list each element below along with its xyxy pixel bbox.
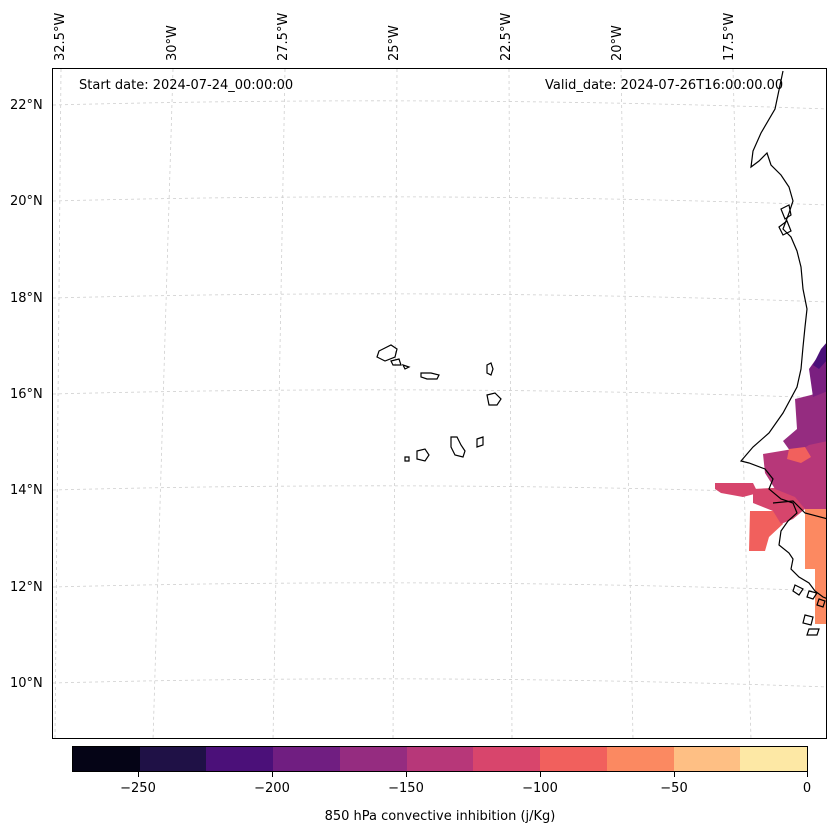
lat-label-10n: 10°N	[10, 676, 43, 691]
colorbar-tick-label: −50	[660, 781, 688, 796]
meridian-30w	[152, 69, 174, 738]
cape-verde-brava	[404, 456, 410, 462]
colorbar-segment	[540, 747, 607, 771]
parallel-16n	[53, 389, 826, 399]
map-canvas	[53, 69, 826, 738]
parallel-18n	[53, 293, 826, 303]
meridian-27-5w	[272, 69, 286, 738]
cape-verde-santa-luzia	[401, 363, 411, 370]
cin-region-rose-west	[715, 483, 758, 497]
meridian-22-5w	[508, 69, 513, 738]
meridian-20w	[620, 69, 634, 738]
colorbar-tick-label: 0	[802, 781, 812, 796]
cin-region-rose-east	[753, 487, 805, 524]
colorbar-segment	[273, 747, 340, 771]
coastline-western-sahara-islands	[778, 204, 792, 236]
cape-verde-sao-vicente	[390, 358, 402, 366]
meridian-32-5w	[54, 69, 62, 738]
colorbar-segment	[206, 747, 274, 771]
cin-region-dark-purple	[813, 343, 826, 369]
valid-date-label: Valid_date: 2024-07-26T16:00:00.00	[545, 78, 784, 93]
cape-verde-sal	[486, 362, 494, 376]
lat-label-18n: 18°N	[10, 291, 43, 306]
start-date-label: Start date: 2024-07-24_00:00:00	[79, 78, 294, 93]
coastline-gambia	[772, 500, 826, 520]
lon-label-22-5w: 22.5°W	[499, 12, 514, 61]
cape-verde-santiago	[450, 436, 466, 458]
cin-region-coral	[749, 511, 783, 551]
colorbar-tick-label: −100	[522, 781, 558, 796]
graticule	[53, 69, 826, 738]
colorbar-segment	[339, 747, 407, 771]
colorbar-segment	[673, 747, 741, 771]
colorbar-tick	[138, 772, 139, 777]
lat-label-16n: 16°N	[10, 387, 43, 402]
cin-region-coral-core	[787, 447, 811, 463]
colorbar-tick-label: −200	[254, 781, 290, 796]
lon-label-27-5w: 27.5°W	[276, 12, 291, 61]
parallel-22n	[53, 100, 826, 110]
coastline-africa	[739, 70, 826, 599]
colorbar-tick	[540, 772, 541, 777]
parallel-20n	[53, 196, 826, 206]
colorbar-segment	[473, 747, 541, 771]
meridian-25w	[392, 69, 398, 738]
parallel-14n	[53, 485, 826, 495]
lon-label-17-5w: 17.5°W	[722, 12, 737, 61]
cape-verde-boa-vista	[486, 392, 502, 406]
cin-field	[715, 343, 826, 624]
colorbar-tick-label: −150	[388, 781, 424, 796]
colorbar-segment	[139, 747, 207, 771]
colorbar-segment	[606, 747, 674, 771]
lat-label-22n: 22°N	[10, 98, 43, 113]
cape-verde-sao-nicolau	[420, 372, 440, 380]
colorbar-segment	[406, 747, 474, 771]
parallel-12n	[53, 582, 826, 592]
parallel-10n	[53, 678, 826, 688]
cape-verde-maio	[476, 436, 484, 448]
lon-label-20w: 20°W	[610, 25, 625, 61]
colorbar-tick	[406, 772, 407, 777]
map-panel[interactable]	[52, 68, 827, 739]
colorbar-segment	[740, 747, 808, 771]
cape-verde-santo-antao	[376, 344, 398, 362]
meridian-17-5w	[732, 69, 752, 738]
lon-label-32-5w: 32.5°W	[53, 12, 68, 61]
colorbar-segment	[73, 747, 140, 771]
coastlines	[376, 70, 826, 636]
colorbar-tick	[272, 772, 273, 777]
cape-verde-fogo	[416, 448, 430, 462]
lat-label-12n: 12°N	[10, 580, 43, 595]
cin-region-magenta	[783, 389, 826, 455]
colorbar-label: 850 hPa convective inhibition (j/Kg)	[324, 809, 556, 824]
coastline-guinea-bissau-islands	[792, 584, 826, 636]
colorbar	[72, 746, 808, 772]
lat-label-20n: 20°N	[10, 194, 43, 209]
colorbar-tick-label: −250	[120, 781, 156, 796]
lon-label-30w: 30°W	[165, 25, 180, 61]
lat-label-14n: 14°N	[10, 483, 43, 498]
lon-label-25w: 25°W	[387, 25, 402, 61]
colorbar-tick	[674, 772, 675, 777]
colorbar-tick	[807, 772, 808, 777]
